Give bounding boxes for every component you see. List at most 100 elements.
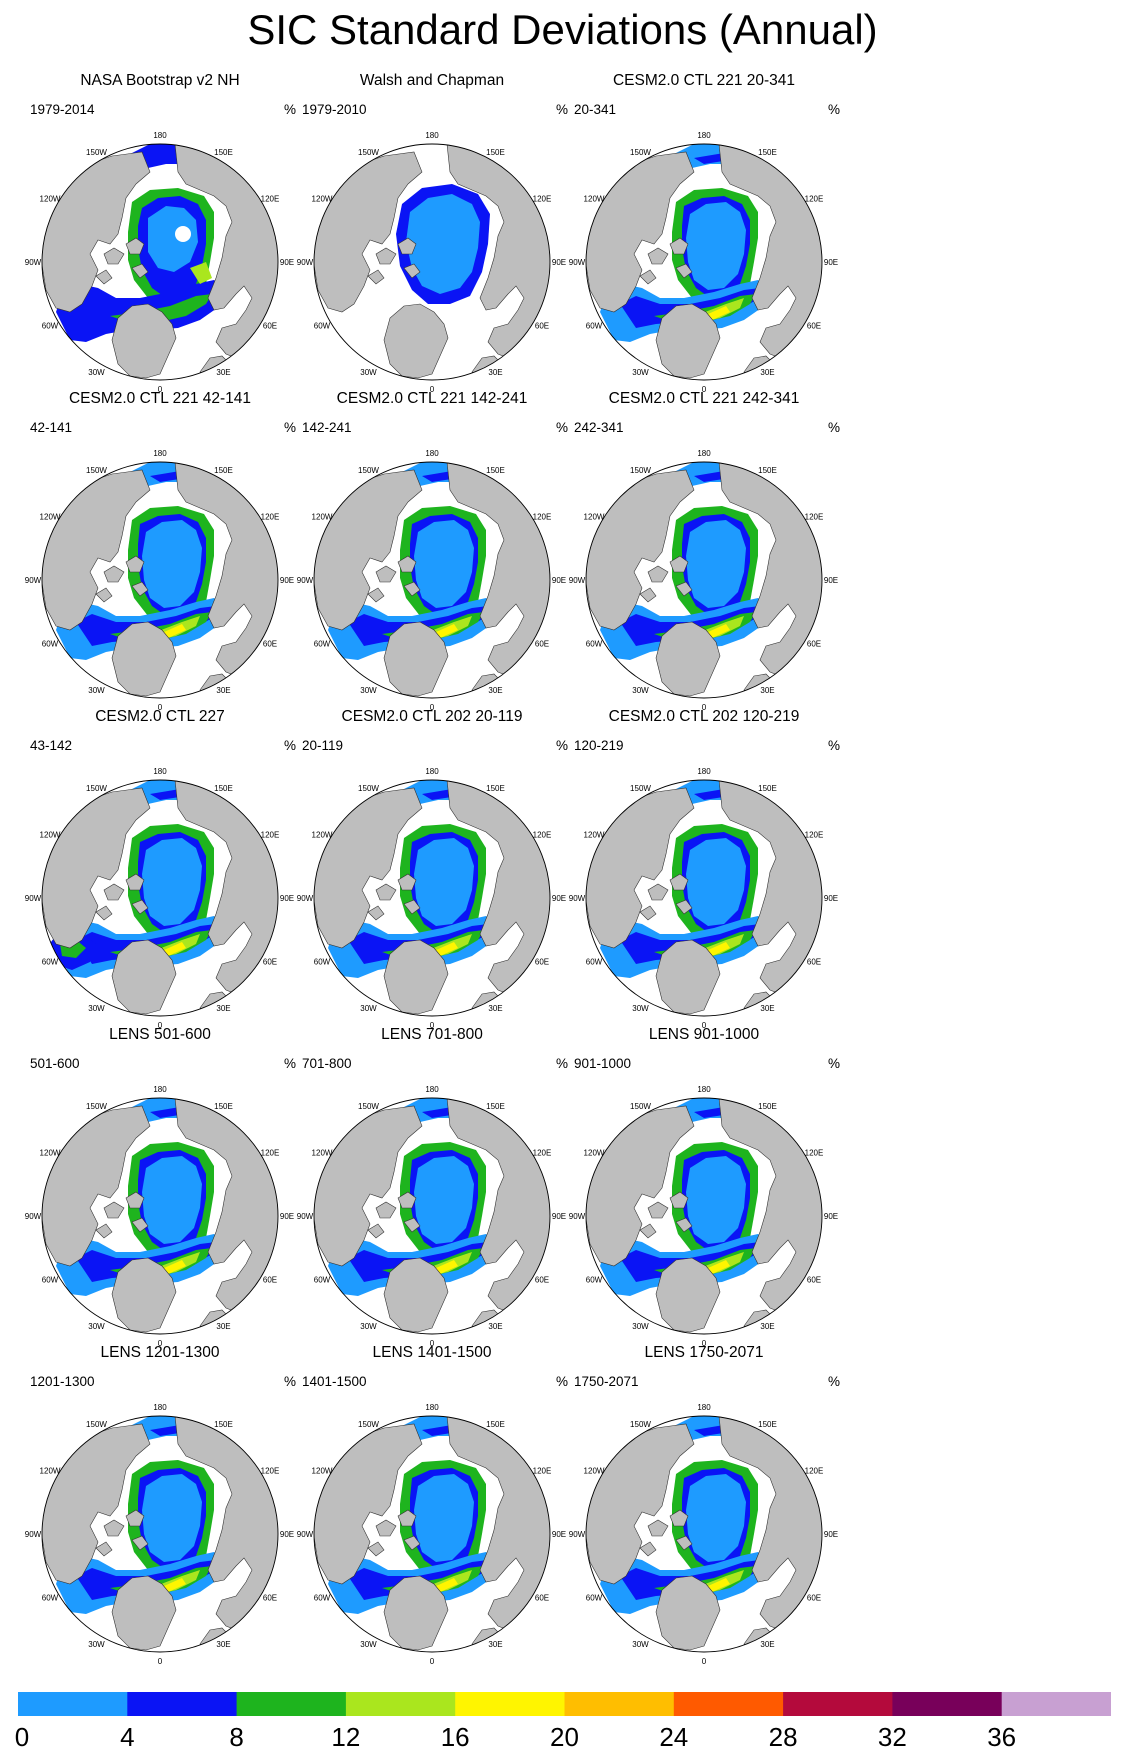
longitude-label: 90E	[280, 576, 294, 585]
longitude-label: 0	[158, 1021, 163, 1030]
longitude-label: 90E	[824, 1212, 838, 1221]
longitude-label: 0	[430, 385, 435, 394]
panel-units-label: %	[555, 102, 568, 117]
panel-title: LENS 501-600	[109, 1026, 211, 1043]
colorbar-swatch	[18, 1692, 128, 1716]
longitude-label: 120E	[261, 1467, 280, 1476]
colorbar-swatch	[564, 1692, 675, 1716]
longitude-label: 120E	[805, 513, 824, 522]
longitude-label: 60E	[263, 1276, 277, 1285]
panel-title: CESM2.0 CTL 221 142-241	[336, 390, 528, 407]
longitude-label: 60W	[314, 1594, 331, 1603]
longitude-label: 150E	[758, 148, 777, 157]
longitude-label: 30E	[216, 686, 230, 695]
panel-title: CESM2.0 CTL 202 120-219	[608, 708, 800, 725]
longitude-label: 90E	[280, 894, 294, 903]
polar-map: 180 150E 120E 90E 60E 30E 0 30W 60W 90W 120W 150W	[297, 1085, 566, 1348]
longitude-label: 30W	[360, 1640, 377, 1649]
panel-period-label: 1979-2014	[30, 102, 95, 117]
longitude-label: 90E	[552, 1212, 566, 1221]
longitude-label: 60W	[586, 958, 603, 967]
map-panel: LENS 901-1000 901-1000% 180 150E 120E 90E 60E 3…	[544, 1026, 864, 1348]
longitude-label: 60E	[807, 322, 821, 331]
longitude-label: 0	[158, 703, 163, 712]
longitude-label: 90W	[569, 894, 586, 903]
longitude-label: 180	[697, 1403, 711, 1412]
sea-ice-field	[328, 780, 522, 978]
longitude-label: 30W	[360, 686, 377, 695]
longitude-label: 90W	[297, 1212, 314, 1221]
longitude-label: 150W	[358, 1420, 379, 1429]
longitude-label: 120E	[805, 195, 824, 204]
longitude-label: 180	[153, 767, 167, 776]
longitude-label: 60E	[263, 1594, 277, 1603]
map-border	[41, 779, 279, 1017]
longitude-label: 60W	[586, 1594, 603, 1603]
longitude-label: 30E	[488, 1322, 502, 1331]
colorbar-swatch	[783, 1692, 893, 1716]
map-border	[41, 461, 279, 699]
map-panel: CESM2.0 CTL 221 142-241 142-241% 180 150E 12…	[272, 390, 592, 712]
map-border	[41, 143, 279, 381]
longitude-label: 0	[430, 1657, 435, 1666]
longitude-label: 180	[153, 131, 167, 140]
colorbar-swatch	[345, 1692, 456, 1716]
longitude-label: 90E	[552, 258, 566, 267]
longitude-label: 180	[425, 131, 439, 140]
panel-title: Walsh and Chapman	[359, 72, 505, 89]
longitude-label: 180	[697, 449, 711, 458]
longitude-label: 120W	[584, 513, 605, 522]
longitude-label: 120E	[533, 1467, 552, 1476]
longitude-label: 150W	[86, 466, 107, 475]
longitude-label: 120W	[40, 831, 61, 840]
polar-map: 180 150E 120E 90E 60E 30E 0 30W 60W 90W 120W 150W	[297, 1403, 566, 1666]
colorbar-swatch	[892, 1692, 1003, 1716]
colorbar-swatch	[455, 1692, 565, 1716]
colorbar-swatches	[18, 1692, 1111, 1716]
panel-units-label: %	[283, 1056, 296, 1071]
panel-units-label: %	[827, 420, 840, 435]
panel-units-label: %	[827, 738, 840, 753]
longitude-label: 30W	[632, 368, 649, 377]
longitude-label: 120E	[533, 1149, 552, 1158]
longitude-label: 60E	[535, 1594, 549, 1603]
longitude-label: 120W	[584, 1149, 605, 1158]
longitude-label: 90W	[297, 1530, 314, 1539]
map-border	[41, 1097, 279, 1335]
longitude-label: 90W	[25, 1530, 42, 1539]
longitude-label: 60W	[586, 640, 603, 649]
map-panel: CESM2.0 CTL 202 20-119 20-119% 180 150E 120E…	[272, 708, 592, 1030]
panel-title: NASA Bootstrap v2 NH	[80, 72, 240, 89]
panel-units-label: %	[555, 1374, 568, 1389]
longitude-label: 180	[153, 1085, 167, 1094]
colorbar-tick-label: 12	[331, 1722, 361, 1752]
panel-title: CESM2.0 CTL 221 42-141	[68, 390, 252, 407]
panel-period-label: 1750-2071	[574, 1374, 639, 1389]
longitude-label: 90W	[569, 258, 586, 267]
map-panel: Walsh and Chapman 1979-2010% 180 150E 120E 90…	[272, 72, 592, 394]
colorbar-swatch	[236, 1692, 347, 1716]
longitude-label: 90W	[297, 576, 314, 585]
panel-title: LENS 901-1000	[648, 1026, 760, 1043]
longitude-label: 150E	[758, 466, 777, 475]
longitude-label: 180	[697, 131, 711, 140]
longitude-label: 30W	[632, 1004, 649, 1013]
longitude-label: 30E	[488, 686, 502, 695]
longitude-label: 180	[153, 449, 167, 458]
longitude-label: 120E	[805, 1149, 824, 1158]
longitude-label: 120W	[312, 1149, 333, 1158]
longitude-label: 60W	[314, 322, 331, 331]
longitude-label: 120E	[533, 195, 552, 204]
longitude-label: 0	[702, 385, 707, 394]
map-panel: CESM2.0 CTL 227 43-142% 180 150E 120E 90E 60E 3…	[0, 708, 320, 1030]
longitude-label: 150W	[86, 148, 107, 157]
longitude-label: 120W	[312, 513, 333, 522]
longitude-label: 90E	[552, 576, 566, 585]
map-border	[313, 779, 551, 1017]
longitude-label: 180	[697, 1085, 711, 1094]
panel-title: CESM2.0 CTL 221 242-341	[608, 390, 800, 407]
longitude-label: 150E	[214, 784, 233, 793]
longitude-label: 120W	[584, 831, 605, 840]
longitude-label: 30W	[632, 1640, 649, 1649]
panel-units-label: %	[283, 102, 296, 117]
